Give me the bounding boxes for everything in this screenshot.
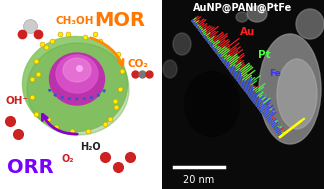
Ellipse shape	[236, 12, 248, 22]
Text: Au: Au	[240, 27, 255, 37]
Ellipse shape	[168, 140, 206, 182]
Text: ORR: ORR	[7, 158, 53, 177]
Text: Pt: Pt	[258, 50, 270, 60]
Ellipse shape	[63, 58, 91, 82]
Text: MOR: MOR	[95, 11, 145, 30]
Text: CO₂: CO₂	[128, 59, 149, 69]
Ellipse shape	[163, 60, 177, 78]
Ellipse shape	[173, 33, 191, 55]
Text: CH₃OH: CH₃OH	[55, 16, 94, 26]
Text: AuNP@PANI@PtFe: AuNP@PANI@PtFe	[193, 3, 293, 13]
Ellipse shape	[296, 9, 324, 39]
Ellipse shape	[56, 55, 98, 93]
Text: 20 nm: 20 nm	[183, 175, 214, 185]
Ellipse shape	[184, 71, 239, 136]
Text: H₂O: H₂O	[80, 142, 100, 152]
Ellipse shape	[27, 43, 129, 135]
Text: Fe: Fe	[269, 69, 281, 78]
Text: O₂: O₂	[62, 154, 74, 164]
Ellipse shape	[262, 146, 312, 181]
Text: OH⁻: OH⁻	[5, 96, 28, 106]
Ellipse shape	[259, 34, 321, 144]
Ellipse shape	[247, 6, 267, 22]
Ellipse shape	[50, 53, 105, 105]
Ellipse shape	[22, 36, 128, 132]
Ellipse shape	[277, 59, 317, 129]
